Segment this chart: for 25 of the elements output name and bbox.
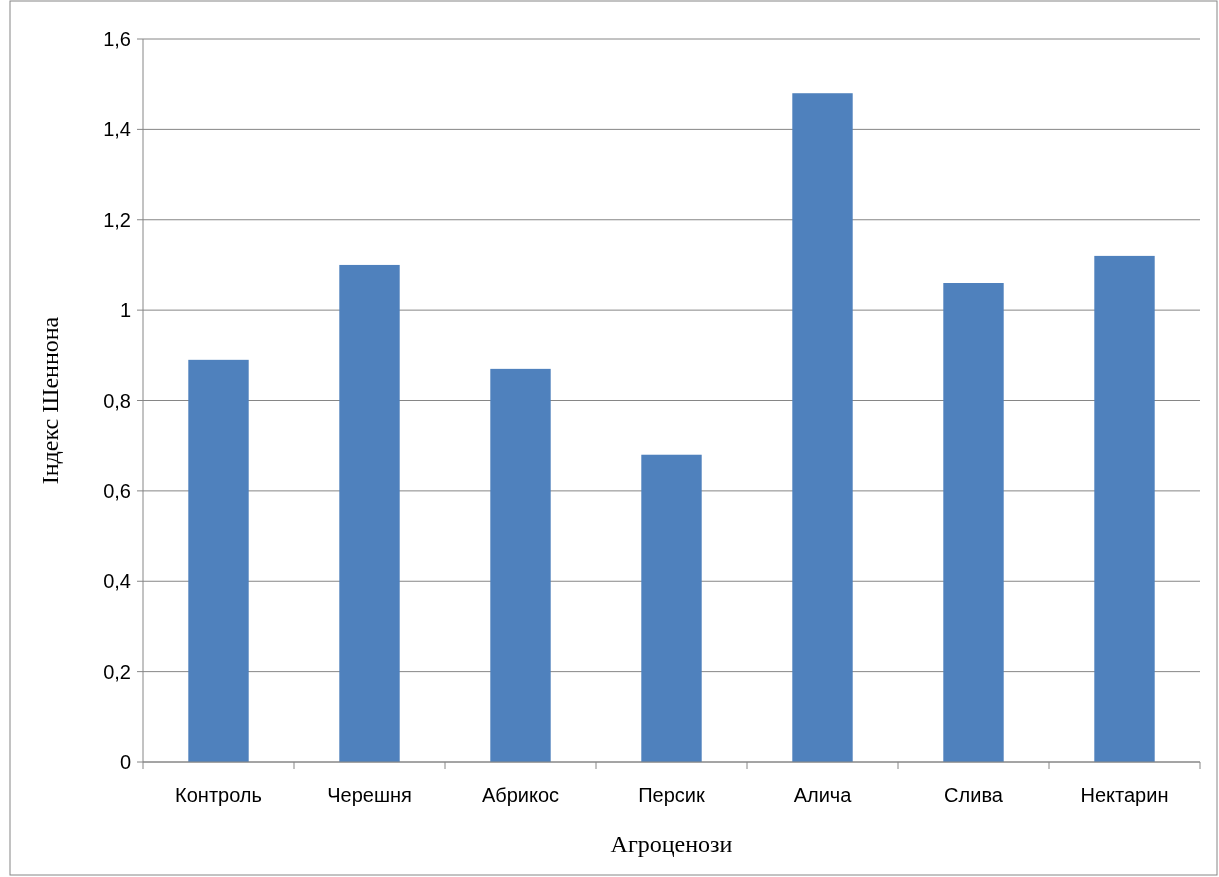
- y-tick-label: 0: [119, 751, 131, 773]
- bar: [641, 454, 702, 762]
- bar: [490, 368, 551, 762]
- x-tick-label: Нектарин: [1080, 784, 1169, 806]
- y-tick-label: 1,2: [103, 208, 131, 231]
- x-tick-label: Слива: [944, 784, 1004, 806]
- x-tick-label: Черешня: [327, 784, 412, 806]
- y-tick-label: 0,4: [103, 570, 131, 593]
- x-tick-label: Контроль: [175, 784, 262, 806]
- x-tick-label: Абрикос: [481, 784, 560, 806]
- y-axis-title: Індекс Шеннона: [37, 316, 63, 485]
- bar: [188, 359, 249, 762]
- y-tick-label: 1: [119, 299, 131, 322]
- y-tick-label: 0,6: [103, 479, 131, 502]
- y-tick-label: 1,4: [103, 118, 131, 141]
- y-tick-label: 1,6: [103, 28, 131, 50]
- bar: [339, 264, 400, 762]
- bar: [1094, 255, 1155, 762]
- bar: [792, 93, 853, 762]
- x-tick-label: Алича: [793, 784, 853, 806]
- y-tick-label: 0,8: [103, 389, 131, 412]
- bar: [943, 283, 1004, 762]
- y-tick-label: 0,2: [103, 660, 131, 683]
- x-axis-title: Агроценози: [610, 831, 733, 857]
- x-tick-label: Персик: [638, 784, 706, 806]
